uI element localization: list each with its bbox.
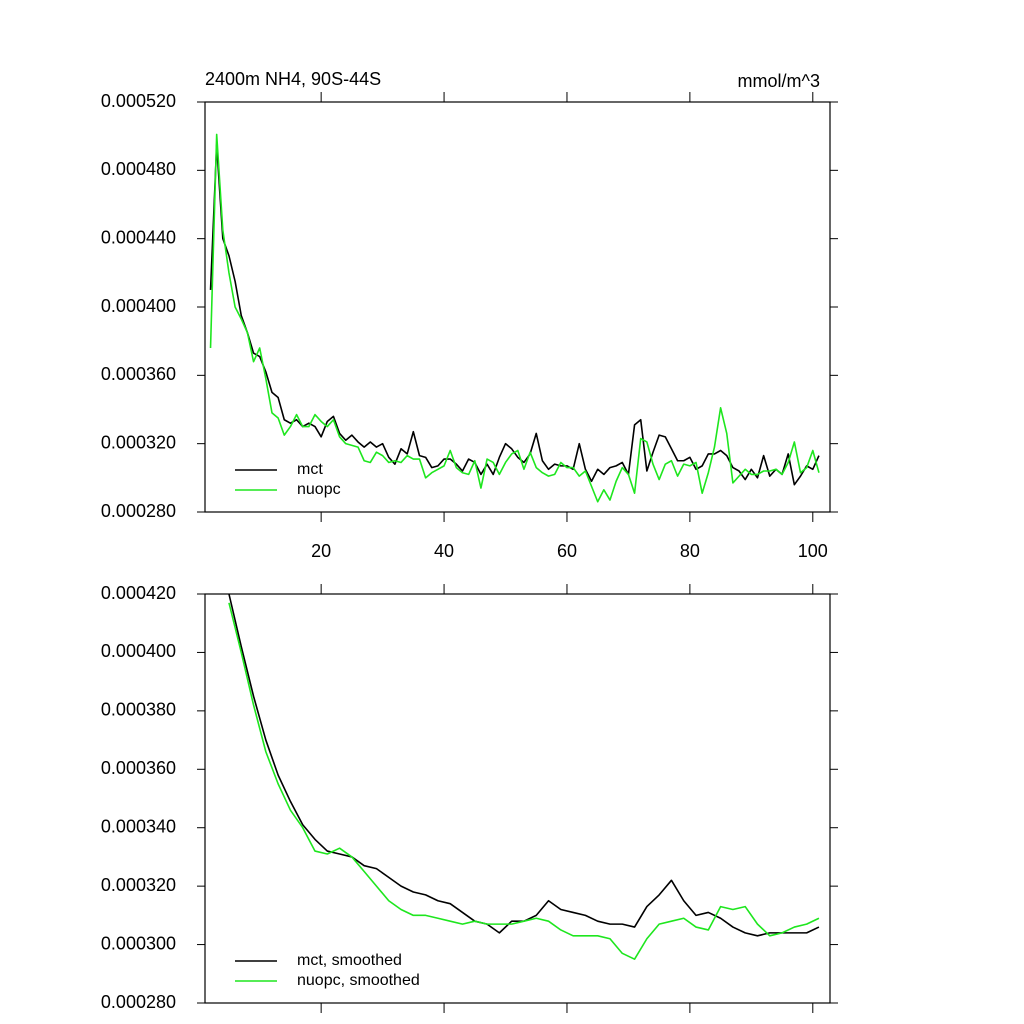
legend-label: nuopc	[297, 481, 341, 498]
series-line	[209, 133, 820, 503]
units-label: mmol/m^3	[738, 71, 820, 91]
series-line	[228, 602, 820, 960]
plot-frame	[204, 593, 831, 1004]
x-tick-label: 20	[311, 541, 331, 561]
y-tick-label: 0.000360	[101, 364, 176, 384]
x-tick-label: 40	[434, 541, 454, 561]
y-tick-label: 0.000280	[101, 501, 176, 521]
y-tick-label: 0.000280	[101, 992, 176, 1012]
y-tick-label: 0.000320	[101, 432, 176, 452]
plot-frame	[204, 101, 831, 513]
series-line	[209, 143, 820, 486]
legend-label: nuopc, smoothed	[297, 972, 420, 989]
y-tick-label: 0.000300	[101, 933, 176, 953]
legend-label: mct, smoothed	[297, 952, 402, 969]
y-tick-label: 0.000420	[101, 583, 176, 603]
x-tick-label: 60	[557, 541, 577, 561]
y-tick-label: 0.000380	[101, 700, 176, 720]
y-tick-label: 0.000320	[101, 875, 176, 895]
y-tick-label: 0.000400	[101, 641, 176, 661]
y-tick-label: 0.000340	[101, 816, 176, 836]
series-line	[228, 593, 820, 937]
y-tick-label: 0.000520	[101, 91, 176, 111]
legend-label: mct	[297, 461, 323, 478]
y-tick-label: 0.000400	[101, 296, 176, 316]
x-tick-label: 80	[680, 541, 700, 561]
chart-title: 2400m NH4, 90S-44S	[205, 69, 381, 89]
x-tick-label: 100	[798, 541, 828, 561]
y-tick-label: 0.000480	[101, 159, 176, 179]
y-tick-label: 0.000360	[101, 758, 176, 778]
y-tick-label: 0.000440	[101, 227, 176, 247]
